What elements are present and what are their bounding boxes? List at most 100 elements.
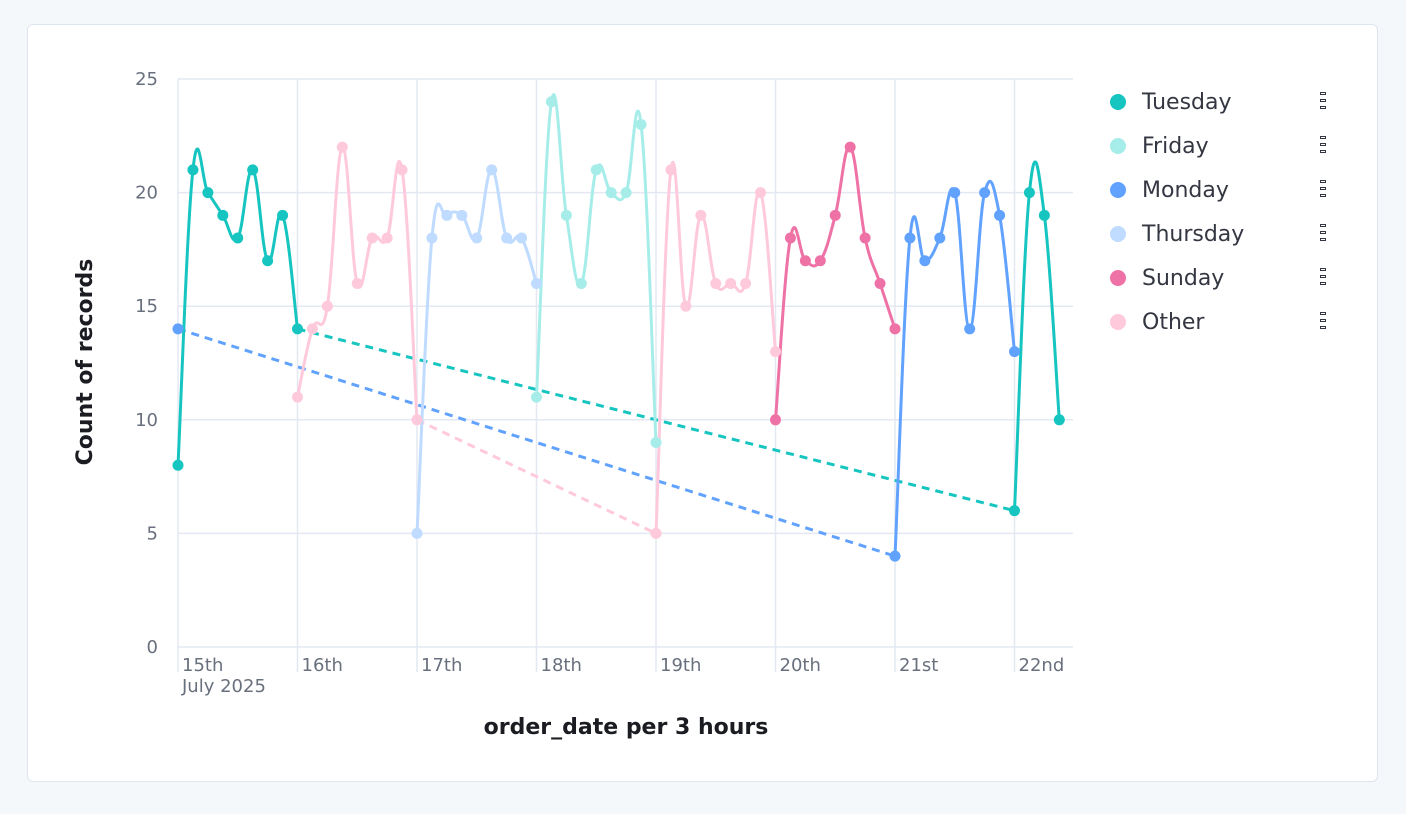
menu-dot — [1320, 136, 1326, 139]
data-point-friday[interactable] — [545, 96, 557, 108]
data-point-tuesday[interactable] — [247, 164, 259, 176]
data-point-thursday[interactable] — [516, 232, 528, 244]
series-line-tuesday[interactable] — [176, 147, 299, 466]
data-point-friday[interactable] — [531, 391, 542, 403]
legend-swatch — [1110, 138, 1126, 154]
data-point-sunday[interactable] — [859, 232, 871, 244]
data-point-tuesday[interactable] — [277, 209, 289, 221]
legend-label: Other — [1142, 309, 1205, 335]
menu-dot — [1320, 187, 1326, 190]
vertical-dots-icon[interactable] — [1318, 180, 1328, 200]
data-point-other[interactable] — [336, 141, 348, 153]
data-point-tuesday[interactable] — [217, 209, 229, 221]
data-point-thursday[interactable] — [426, 232, 438, 244]
data-point-sunday[interactable] — [814, 255, 826, 267]
vertical-dots-icon[interactable] — [1318, 312, 1328, 332]
data-point-tuesday[interactable] — [172, 459, 184, 471]
data-point-sunday[interactable] — [874, 277, 886, 289]
data-point-sunday[interactable] — [889, 323, 901, 335]
data-point-thursday[interactable] — [456, 209, 468, 221]
data-point-other[interactable] — [740, 277, 752, 289]
data-point-monday[interactable] — [934, 232, 946, 244]
data-point-other[interactable] — [650, 527, 662, 539]
data-point-tuesday[interactable] — [292, 323, 303, 335]
data-point-thursday[interactable] — [411, 527, 423, 539]
data-point-monday[interactable] — [979, 187, 991, 199]
data-point-friday[interactable] — [560, 209, 572, 221]
data-point-friday[interactable] — [650, 437, 662, 449]
data-point-thursday[interactable] — [441, 209, 453, 221]
data-point-thursday[interactable] — [486, 164, 498, 176]
data-point-sunday[interactable] — [844, 141, 856, 153]
vertical-dots-icon[interactable] — [1318, 224, 1328, 244]
legend-item-friday[interactable]: Friday — [1104, 124, 1344, 168]
data-point-thursday[interactable] — [471, 232, 483, 244]
data-point-monday[interactable] — [964, 323, 976, 335]
data-point-thursday[interactable] — [501, 232, 513, 244]
legend: Tuesday Friday Monday Thursday Sunday Other — [1104, 80, 1344, 344]
data-point-other[interactable] — [351, 277, 363, 289]
chart-panel — [27, 24, 1378, 782]
menu-dot — [1320, 106, 1326, 109]
legend-swatch — [1110, 94, 1126, 110]
series-points[interactable] — [172, 96, 1065, 562]
legend-item-thursday[interactable]: Thursday — [1104, 212, 1344, 256]
legend-item-tuesday[interactable]: Tuesday — [1104, 80, 1344, 124]
data-point-other[interactable] — [665, 164, 677, 176]
data-point-friday[interactable] — [620, 187, 632, 199]
data-point-tuesday[interactable] — [1038, 209, 1050, 221]
vertical-dots-icon[interactable] — [1318, 92, 1328, 112]
data-point-monday[interactable] — [994, 209, 1006, 221]
data-point-tuesday[interactable] — [202, 187, 214, 199]
data-point-other[interactable] — [755, 187, 767, 199]
data-point-other[interactable] — [306, 323, 318, 335]
data-point-tuesday[interactable] — [232, 232, 244, 244]
data-point-friday[interactable] — [590, 164, 602, 176]
data-point-other[interactable] — [411, 414, 423, 426]
data-point-sunday[interactable] — [799, 255, 811, 267]
legend-label: Monday — [1142, 177, 1229, 203]
legend-item-other[interactable]: Other — [1104, 300, 1344, 344]
legend-item-sunday[interactable]: Sunday — [1104, 256, 1344, 300]
data-point-other[interactable] — [695, 209, 707, 221]
data-point-sunday[interactable] — [770, 414, 781, 426]
legend-label: Tuesday — [1142, 89, 1232, 115]
series-line-other[interactable] — [654, 160, 777, 534]
series-line-tuesday[interactable] — [1013, 160, 1061, 511]
data-point-monday[interactable] — [172, 323, 184, 335]
legend-item-monday[interactable]: Monday — [1104, 168, 1344, 212]
data-point-other[interactable] — [680, 300, 692, 312]
data-point-monday[interactable] — [889, 550, 901, 562]
vertical-dots-icon[interactable] — [1318, 136, 1328, 156]
data-point-tuesday[interactable] — [187, 164, 199, 176]
menu-dot — [1320, 224, 1326, 227]
data-point-other[interactable] — [396, 164, 408, 176]
data-point-other[interactable] — [725, 277, 737, 289]
data-point-friday[interactable] — [635, 118, 647, 130]
data-point-other[interactable] — [292, 391, 303, 403]
data-point-other[interactable] — [770, 346, 781, 358]
series-line-thursday[interactable] — [415, 168, 538, 534]
menu-dot — [1320, 275, 1326, 278]
data-point-other[interactable] — [366, 232, 378, 244]
x-tick-label: 22nd — [1019, 655, 1065, 676]
data-point-sunday[interactable] — [784, 232, 796, 244]
data-point-sunday[interactable] — [829, 209, 841, 221]
data-point-other[interactable] — [321, 300, 333, 312]
data-point-tuesday[interactable] — [1053, 414, 1065, 426]
x-tick-label: 16th — [302, 655, 343, 676]
data-point-other[interactable] — [710, 277, 722, 289]
data-point-friday[interactable] — [605, 187, 617, 199]
series-line-friday[interactable] — [535, 93, 658, 443]
data-point-monday[interactable] — [949, 187, 961, 199]
data-point-monday[interactable] — [904, 232, 916, 244]
data-point-monday[interactable] — [919, 255, 931, 267]
data-point-other[interactable] — [381, 232, 393, 244]
data-point-monday[interactable] — [1009, 346, 1020, 358]
data-point-tuesday[interactable] — [1009, 505, 1020, 517]
data-point-tuesday[interactable] — [1023, 187, 1035, 199]
data-point-tuesday[interactable] — [262, 255, 274, 267]
vertical-dots-icon[interactable] — [1318, 268, 1328, 288]
data-point-friday[interactable] — [575, 277, 587, 289]
data-point-thursday[interactable] — [531, 277, 542, 289]
